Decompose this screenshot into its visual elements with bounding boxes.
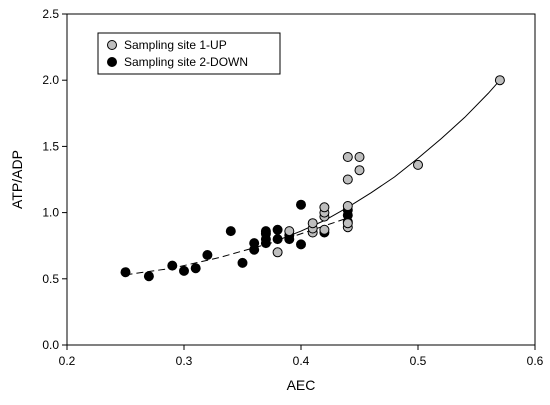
point-site-1-up xyxy=(354,165,365,176)
y-tick-label: 2.5 xyxy=(42,7,59,21)
point-site-2-down xyxy=(225,226,236,237)
point-site-1-up xyxy=(342,201,353,211)
point-site-2-down xyxy=(120,267,131,278)
point-site-2-down xyxy=(296,239,306,250)
point-site-2-down xyxy=(272,224,283,235)
x-tick-label: 0.2 xyxy=(59,354,76,368)
point-site-2-down xyxy=(296,199,306,210)
legend: Sampling site 1-UP Sampling site 2-DOWN xyxy=(97,32,281,75)
point-site-1-up xyxy=(494,75,505,86)
point-site-1-up xyxy=(342,218,353,229)
legend-marker-site-1-up xyxy=(107,40,117,50)
x-tick-label: 0.5 xyxy=(410,354,427,368)
legend-marker-site-2-down xyxy=(107,57,117,67)
x-tick-label: 0.6 xyxy=(527,354,544,368)
point-site-2-down xyxy=(237,257,248,268)
point-site-1-up xyxy=(272,247,283,258)
point-site-1-up xyxy=(284,226,295,237)
point-site-1-up xyxy=(319,202,330,213)
y-tick-label: 1.5 xyxy=(42,139,59,153)
y-tick-label: 2.0 xyxy=(42,73,59,87)
point-site-1-up xyxy=(342,174,353,185)
y-axis-title: ATP/ADP xyxy=(9,150,25,209)
point-site-1-up xyxy=(354,152,365,162)
point-site-2-down xyxy=(167,260,178,271)
y-tick-label: 0.5 xyxy=(42,272,59,286)
point-site-1-up xyxy=(307,218,318,229)
point-site-2-down xyxy=(202,250,213,260)
point-site-2-down xyxy=(249,238,260,249)
x-tick-label: 0.3 xyxy=(176,354,193,368)
axis-ticks xyxy=(62,13,536,350)
legend-label-site-1-up: Sampling site 1-UP xyxy=(124,38,227,52)
x-axis-title: AEC xyxy=(287,377,316,393)
y-tick-label: 1.0 xyxy=(42,206,59,220)
point-site-1-up xyxy=(342,152,353,162)
point-site-2-down xyxy=(179,265,189,276)
point-site-2-down xyxy=(190,263,201,274)
legend-box xyxy=(97,32,281,75)
axis-tick-labels: 0.2 0.3 0.4 0.5 0.6 0.0 0.5 1.0 1.5 2.0 2.5 xyxy=(42,7,543,368)
point-site-1-up xyxy=(413,159,423,170)
legend-label-site-2-down: Sampling site 2-DOWN xyxy=(124,55,248,69)
point-site-2-down xyxy=(272,234,283,245)
point-site-2-down xyxy=(260,226,271,237)
y-tick-label: 0.0 xyxy=(42,338,59,352)
point-site-2-down xyxy=(143,271,154,282)
x-tick-label: 0.4 xyxy=(293,354,310,368)
point-site-1-up xyxy=(319,224,330,235)
data-points xyxy=(120,75,505,282)
